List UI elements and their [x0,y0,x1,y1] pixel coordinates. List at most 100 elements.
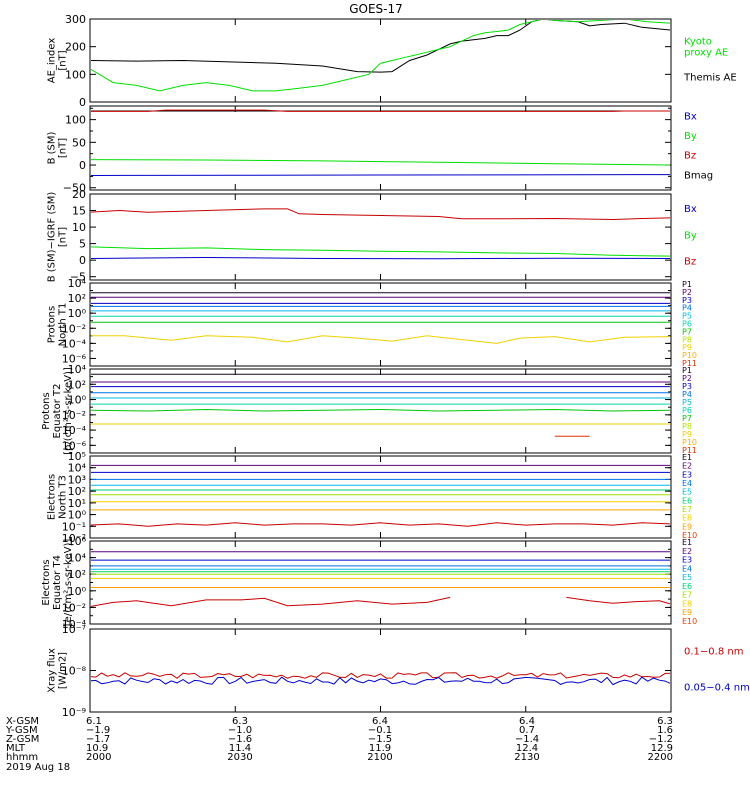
series-group [91,292,670,344]
y-axis-label: Equator T4 [52,555,63,610]
legend-entry: P11 [682,359,697,368]
y-axis-label: North T1 [58,303,69,347]
y-tick-label: 10⁰ [68,394,87,407]
y-axis-label: AE_index [47,38,58,84]
panel-frame [89,628,672,713]
y-tick-label: 10⁻¹ [62,520,86,533]
y-tick-label: 10⁶ [68,535,87,548]
y-tick-label: 10⁻² [62,601,86,614]
y-tick-label: 10⁵ [68,450,86,463]
legend-entry: P3 [682,296,692,305]
series-group [91,672,670,686]
x-axis-value: 6.3 [657,716,673,727]
y-tick-label: 10⁻⁴ [62,337,87,350]
legend-entry: P10 [682,351,697,360]
x-axis-row-label: Z-GSM [6,734,39,745]
y-tick-label: 10⁻⁴ [62,424,87,437]
panel-bsmd: −5 0 5 10 15 20 B (SM)−IGRF (SM) [nT] Bx By Bz [47,188,697,284]
data-series-0 [91,20,670,73]
legend-entry: By [684,131,697,142]
legend-entry: P5 [682,312,692,321]
x-axis-value: 6.4 [372,716,388,727]
y-tick-label: 10¹ [68,497,86,510]
y-tick-label: −5 [70,271,86,284]
y-tick-label: 10⁻² [62,409,86,422]
data-series-0 [91,672,670,679]
panel-frame [89,193,672,281]
y-axis-label: B (SM) [47,131,58,164]
data-series-1 [91,109,670,112]
y-tick-label: 50 [72,136,86,149]
y-tick-label: 0 [79,96,86,109]
legend-entry: E2 [682,547,692,556]
x-axis-row-label: MLT [6,743,26,754]
y-tick-label: 0 [79,159,86,172]
x-axis-value: 2130 [514,752,539,763]
legend-entry: P4 [682,390,692,399]
x-axis-value: 12.4 [516,743,538,754]
y-tick-label: 10⁴ [68,552,87,565]
x-axis-value: 2000 [86,752,111,763]
chart-title: GOES-17 [349,2,403,16]
y-tick-label: 20 [72,188,86,201]
legend-entry: P3 [682,382,692,391]
legend-entry: E10 [682,617,697,626]
x-axis-value: −1.9 [86,725,110,736]
y-tick-label: 0 [79,254,86,267]
legend-entry: P7 [682,414,692,423]
x-axis-value: 2100 [367,752,392,763]
legend-entry: Bx [684,112,697,123]
legend-entry: P10 [682,438,697,447]
legend-entry: E5 [682,488,692,497]
legend-entry: E1 [682,538,692,547]
panel-pe: 10⁻⁶ 10⁻⁴ 10⁻² 10⁰ 10² 10⁴ Protons Equator T2 [p… [41,363,697,455]
legend-entry: proxy AE [684,47,728,58]
y-axis-label: B (SM)−IGRF (SM) [47,192,58,283]
legend-entry: E9 [682,522,692,531]
panel-frame [89,540,672,625]
legend-entry: E10 [682,531,697,540]
legend-entry: P4 [682,304,692,313]
panel-frame [89,105,672,191]
y-tick-label: 10⁻² [62,322,86,335]
x-axis-value: −1.2 [649,734,673,745]
legend-entry: E7 [682,591,692,600]
x-axis-value: 6.3 [232,716,248,727]
legend-entry: Themis AE [683,72,737,83]
legend-entry: Bz [684,256,696,267]
x-axis-value: 11.4 [229,743,251,754]
data-series-8 [91,522,670,527]
x-axis-value: 11.9 [369,743,391,754]
y-tick-label: 10² [68,378,86,391]
data-series-7 [91,335,670,344]
legend-entry: E3 [682,556,692,565]
x-axis-value: 6.4 [519,716,535,727]
x-axis-value: −0.1 [368,725,392,736]
data-series-9 [566,596,670,605]
y-tick-label: 10⁻² [62,532,86,545]
y-tick-label: −50 [63,182,86,195]
legend-entry: E8 [682,514,692,523]
x-axis-row-label: Y-GSM [5,725,38,736]
y-tick-label: 200 [65,41,86,54]
y-axis-label: Xray flux [47,648,58,693]
legend-entry: P1 [682,366,692,375]
data-series-8 [91,596,451,607]
legend-entry: P11 [682,446,697,455]
y-tick-label: 10⁻⁹ [62,706,86,719]
series-group [91,208,670,260]
legend-entry: P6 [682,406,692,415]
series-group [91,109,670,176]
y-tick-label: 100 [65,68,86,81]
y-axis-label: [p/(cm²-s-sr-keV)] [63,367,74,455]
legend-entry: E7 [682,505,692,514]
x-axis-value: 6.1 [86,716,102,727]
panel-frame [89,282,672,367]
legend-entry: E1 [682,453,692,462]
y-axis-label: Protons [47,306,58,343]
data-series-1 [91,676,670,686]
y-tick-label: 10⁻⁷ [62,623,86,636]
panel-pn: 10⁻⁶ 10⁻⁴ 10⁻² 10⁰ 10² 10⁴ Protons North T1 P1P2… [47,277,698,368]
data-series-2 [91,256,670,260]
